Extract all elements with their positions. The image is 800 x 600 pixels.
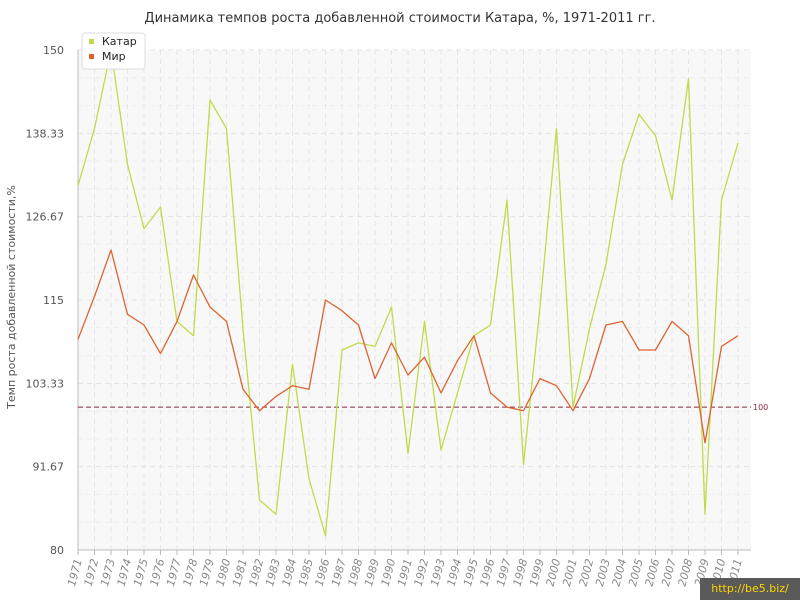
legend-swatch-world	[89, 54, 94, 59]
x-axis-ticks: 1971197219731974197519761977197819791980…	[65, 550, 745, 588]
y-tick-label: 126.67	[26, 211, 65, 224]
legend-box	[81, 32, 146, 70]
watermark-link[interactable]: http://be5.biz/	[700, 578, 800, 600]
reference-line-label: 100	[753, 403, 768, 412]
gridlines	[77, 49, 751, 551]
y-tick-label: 115	[43, 294, 64, 307]
y-tick-label: 150	[43, 44, 64, 57]
reference-line: 100	[78, 403, 768, 412]
legend[interactable]: Катар Мир	[81, 32, 146, 70]
series-line-qatar	[77, 49, 739, 537]
y-tick-label: 103.33	[26, 377, 65, 390]
chart-title: Динамика темпов роста добавленной стоимо…	[144, 11, 655, 26]
y-tick-label: 91.67	[33, 461, 65, 474]
y-tick-label: 138.33	[26, 127, 65, 140]
legend-label-world: Мир	[102, 50, 126, 63]
legend-swatch-qatar	[89, 39, 94, 44]
series-lines	[77, 49, 739, 537]
series-line-world	[77, 249, 739, 444]
legend-label-qatar: Катар	[102, 35, 137, 48]
y-axis-ticks: 80 91.67 103.33 115 126.67 138.33 150	[26, 44, 65, 557]
y-axis-label: Темп роста добавленной стоимости,%	[5, 185, 18, 410]
y-tick-label: 80	[50, 544, 64, 557]
